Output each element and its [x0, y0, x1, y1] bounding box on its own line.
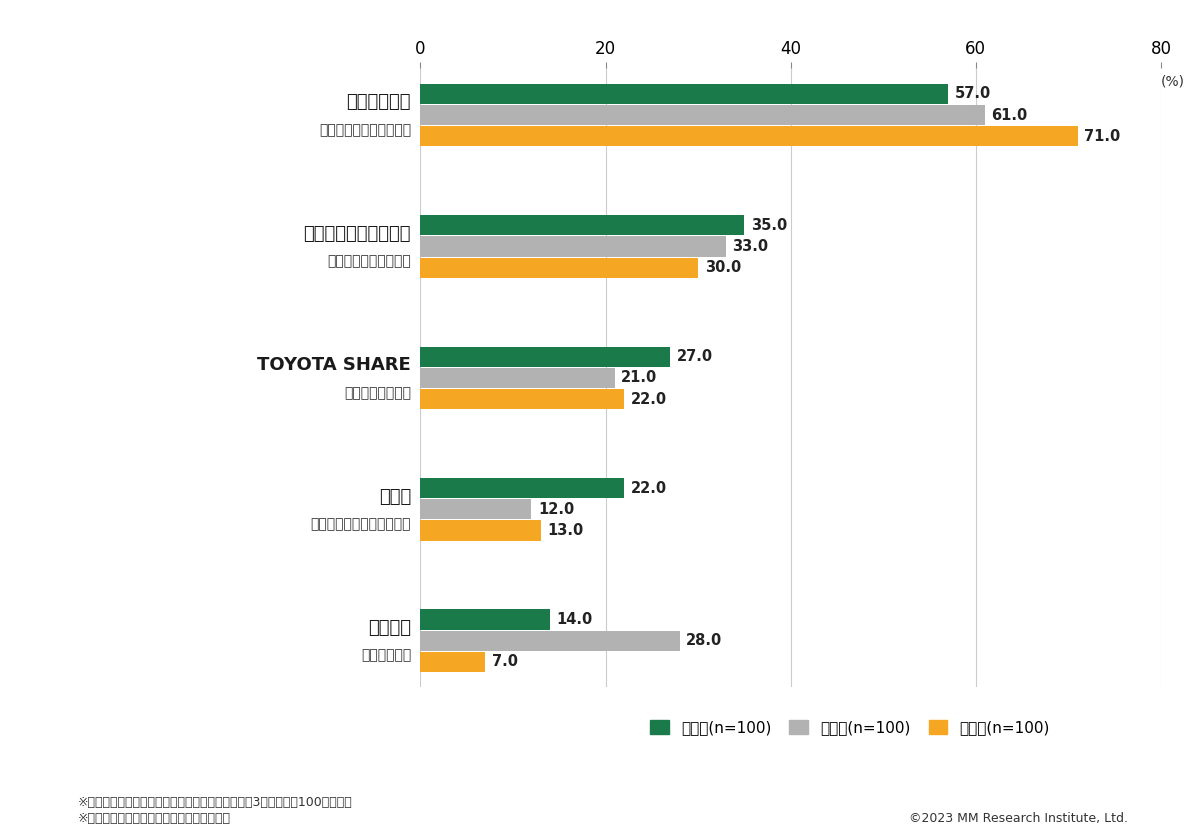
Bar [420, 500, 532, 520]
Bar [420, 215, 744, 235]
Text: 61.0: 61.0 [991, 108, 1028, 123]
Bar [420, 236, 726, 257]
Text: 7.0: 7.0 [492, 655, 517, 670]
Bar [420, 631, 679, 651]
Text: TOYOTA SHARE: TOYOTA SHARE [257, 356, 412, 374]
Text: オリックスカーシェア: オリックスカーシェア [304, 225, 412, 243]
Bar [420, 520, 541, 540]
Text: ※カーシェアを「利用したことがある」と回答した3都府県の各100人が対象: ※カーシェアを「利用したことがある」と回答した3都府県の各100人が対象 [78, 796, 353, 809]
Text: ©2023 MM Research Institute, Ltd.: ©2023 MM Research Institute, Ltd. [910, 812, 1128, 826]
Bar [420, 652, 485, 672]
Text: 12.0: 12.0 [538, 502, 574, 517]
Bar [420, 105, 985, 125]
Text: （三井不動産リアルティ）: （三井不動産リアルティ） [311, 517, 412, 531]
Bar [420, 126, 1078, 147]
Text: カレコ: カレコ [379, 488, 412, 505]
Text: 35.0: 35.0 [751, 218, 787, 233]
Text: （タイムズモビリティ）: （タイムズモビリティ） [319, 123, 412, 137]
Text: 28.0: 28.0 [686, 633, 722, 648]
Text: 71.0: 71.0 [1084, 128, 1121, 143]
Text: タイムズカー: タイムズカー [347, 93, 412, 112]
Text: ※サービス名の下のカギかっこ内は運営会社: ※サービス名の下のカギかっこ内は運営会社 [78, 812, 230, 826]
Legend: 東京都(n=100), 愛知県(n=100), 大阪府(n=100): 東京都(n=100), 愛知県(n=100), 大阪府(n=100) [644, 715, 1056, 741]
Text: 30.0: 30.0 [704, 260, 740, 275]
Text: （名鉄協商）: （名鉄協商） [361, 649, 412, 662]
Text: 57.0: 57.0 [954, 87, 991, 102]
Text: （オリックス自動車）: （オリックス自動車） [328, 254, 412, 269]
Bar [420, 368, 614, 388]
Bar [420, 258, 698, 278]
Text: 14.0: 14.0 [557, 612, 593, 627]
Bar [420, 347, 671, 367]
Bar [420, 478, 624, 498]
Text: 22.0: 22.0 [630, 392, 667, 407]
Text: （トヨタ自動車）: （トヨタ自動車） [344, 386, 412, 399]
Text: 13.0: 13.0 [547, 523, 583, 538]
Bar [420, 84, 948, 104]
Text: 22.0: 22.0 [630, 480, 667, 495]
Text: 27.0: 27.0 [677, 349, 713, 364]
Bar [420, 389, 624, 409]
Text: (%): (%) [1162, 74, 1186, 88]
Text: カリテコ: カリテコ [368, 619, 412, 637]
Text: 21.0: 21.0 [622, 370, 658, 385]
Text: 33.0: 33.0 [732, 239, 768, 254]
Bar [420, 610, 550, 630]
